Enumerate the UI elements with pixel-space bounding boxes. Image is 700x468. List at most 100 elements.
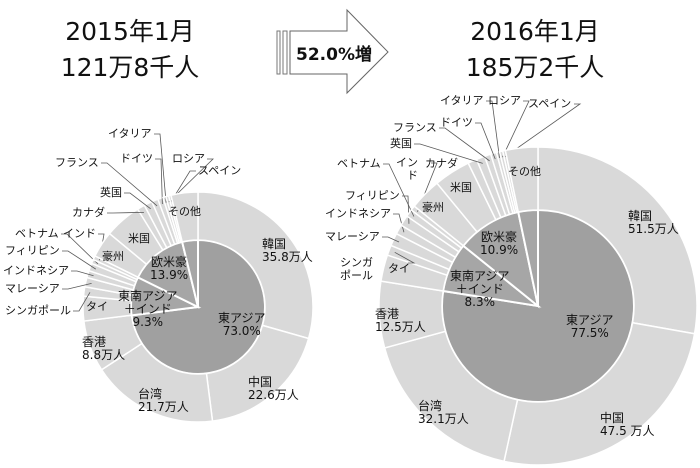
leader-line xyxy=(71,270,94,277)
outer-label-20-line: その他 xyxy=(168,205,201,218)
outer-label-13: カナダ xyxy=(72,206,105,219)
leader-line xyxy=(502,100,530,158)
outer-label-6: マレーシア xyxy=(5,282,60,295)
inner-label-line: ＋インド xyxy=(455,282,504,296)
inner-label-line: 欧米豪 xyxy=(151,255,188,269)
leader-line xyxy=(414,143,483,164)
inner-label-line: 東アジア xyxy=(218,311,266,325)
total-2016: 185万2千人 xyxy=(465,53,605,82)
outer-label-16-line: ドイツ xyxy=(120,152,153,165)
outer-label-11-line: 豪州 xyxy=(422,201,444,214)
outer-slice-20 xyxy=(170,191,199,243)
outer-slice-1 xyxy=(503,321,696,466)
outer-label-13-line: カナダ xyxy=(425,157,458,170)
outer-label-1-line: 22.6万人 xyxy=(248,388,299,402)
title-2016: 2016年1月 xyxy=(470,17,600,46)
outer-label-15-line: フランス xyxy=(55,156,99,169)
outer-label-0-line: 35.8万人 xyxy=(262,250,313,264)
inner-label-line: 9.3% xyxy=(132,315,164,329)
outer-label-4-line: タイ xyxy=(388,262,410,275)
outer-label-6: マレーシア xyxy=(325,230,380,243)
outer-label-16: ドイツ xyxy=(120,152,153,165)
outer-slice-0 xyxy=(197,191,314,340)
inner-label-line: 13.9% xyxy=(150,268,189,282)
outer-label-2: 台湾 32.1万人 xyxy=(418,400,469,426)
outer-label-12: 米国 xyxy=(450,181,472,194)
inner-label-line: 東アジア xyxy=(566,313,614,327)
outer-label-7: インドネシア xyxy=(3,264,69,277)
outer-label-10: インド xyxy=(63,227,96,240)
outer-label-3-line: 12.5万人 xyxy=(375,320,426,334)
arrow-stripe xyxy=(276,30,281,75)
outer-label-3-line: 香港 xyxy=(375,307,400,321)
outer-label-4: タイ xyxy=(388,262,410,275)
outer-label-5: シンガポール xyxy=(340,256,373,282)
outer-label-15: フランス xyxy=(55,156,99,169)
outer-label-2-line: 台湾 xyxy=(138,387,163,401)
outer-label-11: 豪州 xyxy=(102,250,124,263)
outer-label-16-line: ドイツ xyxy=(440,116,473,129)
outer-label-8: フィリピン xyxy=(5,244,60,257)
leader-line xyxy=(62,250,97,270)
inner-label-2: 欧米豪 13.9% xyxy=(150,256,188,282)
leader-line xyxy=(394,251,416,264)
inner-label-1: 東南アジア ＋インド 9.3% xyxy=(118,290,178,329)
outer-label-7-line: インドネシア xyxy=(325,207,391,220)
outer-label-7-line: インドネシア xyxy=(3,264,69,277)
outer-label-1: 中国 47.5 万人 xyxy=(600,412,655,438)
outer-label-18: ロシア xyxy=(488,94,521,107)
outer-label-9: ベトナム xyxy=(15,227,59,240)
outer-label-15-line: フランス xyxy=(393,121,437,134)
outer-label-8-line: フィリピン xyxy=(5,244,60,257)
leader-line xyxy=(124,192,151,210)
leader-line xyxy=(62,283,92,290)
outer-label-5-line: ポール xyxy=(340,269,373,282)
outer-label-2: 台湾 21.7万人 xyxy=(138,388,189,414)
outer-label-11: 豪州 xyxy=(422,201,444,214)
outer-label-9-line: ベトナム xyxy=(15,227,59,240)
outer-label-8-line: フィリピン xyxy=(345,189,400,202)
leader-line xyxy=(154,133,167,203)
inner-label-line: 8.3% xyxy=(464,295,496,309)
outer-label-0-line: 51.5万人 xyxy=(628,222,679,236)
leader-line xyxy=(61,233,99,265)
outer-label-0: 韓国 35.8万人 xyxy=(262,238,313,264)
outer-label-18: ロシア xyxy=(172,152,205,165)
outer-label-10: イン ド xyxy=(396,156,418,182)
title-2015: 2015年1月 xyxy=(65,17,195,46)
inner-label-1: 東南アジア ＋インド 8.3% xyxy=(450,270,510,309)
leader-line xyxy=(155,158,163,205)
outer-label-1: 中国 22.6万人 xyxy=(248,376,299,402)
leader-line xyxy=(168,158,214,203)
outer-label-19-line: スペイン xyxy=(528,97,572,110)
outer-label-14: 英国 xyxy=(100,186,122,199)
outer-label-19: スペイン xyxy=(528,97,571,110)
outer-label-7: インドネシア xyxy=(325,207,391,220)
outer-label-17: イタリア xyxy=(108,127,152,140)
outer-label-1-line: 中国 xyxy=(248,375,273,389)
outer-label-16: ドイツ xyxy=(440,116,473,129)
leader-line xyxy=(475,122,496,160)
inner-label-line: 東南アジア xyxy=(118,289,178,303)
total-2015: 121万8千人 xyxy=(60,53,200,82)
leader-line xyxy=(101,162,158,207)
outer-label-14: 英国 xyxy=(390,137,412,150)
outer-label-13: カナダ xyxy=(425,157,458,170)
outer-label-0-line: 韓国 xyxy=(262,237,287,251)
outer-label-17-line: イタリア xyxy=(440,94,484,107)
outer-label-6-line: マレーシア xyxy=(5,282,60,295)
outer-slice-0 xyxy=(537,146,698,335)
outer-label-10-line: ド xyxy=(396,169,418,182)
inner-label-line: 73.0% xyxy=(222,324,261,338)
inner-label-line: 10.9% xyxy=(480,243,519,257)
leader-line xyxy=(383,163,415,217)
outer-label-4-line: タイ xyxy=(86,300,108,313)
outer-label-5-line: シンガポール xyxy=(5,304,71,317)
inner-label-line: 77.5% xyxy=(570,326,609,340)
outer-label-3: 香港 12.5万人 xyxy=(375,308,426,334)
outer-label-10-line: イン xyxy=(396,156,418,169)
leader-line xyxy=(505,103,582,157)
growth-label: 52.0%増 xyxy=(296,45,372,65)
inner-label-2: 欧米豪 10.9% xyxy=(480,231,518,257)
